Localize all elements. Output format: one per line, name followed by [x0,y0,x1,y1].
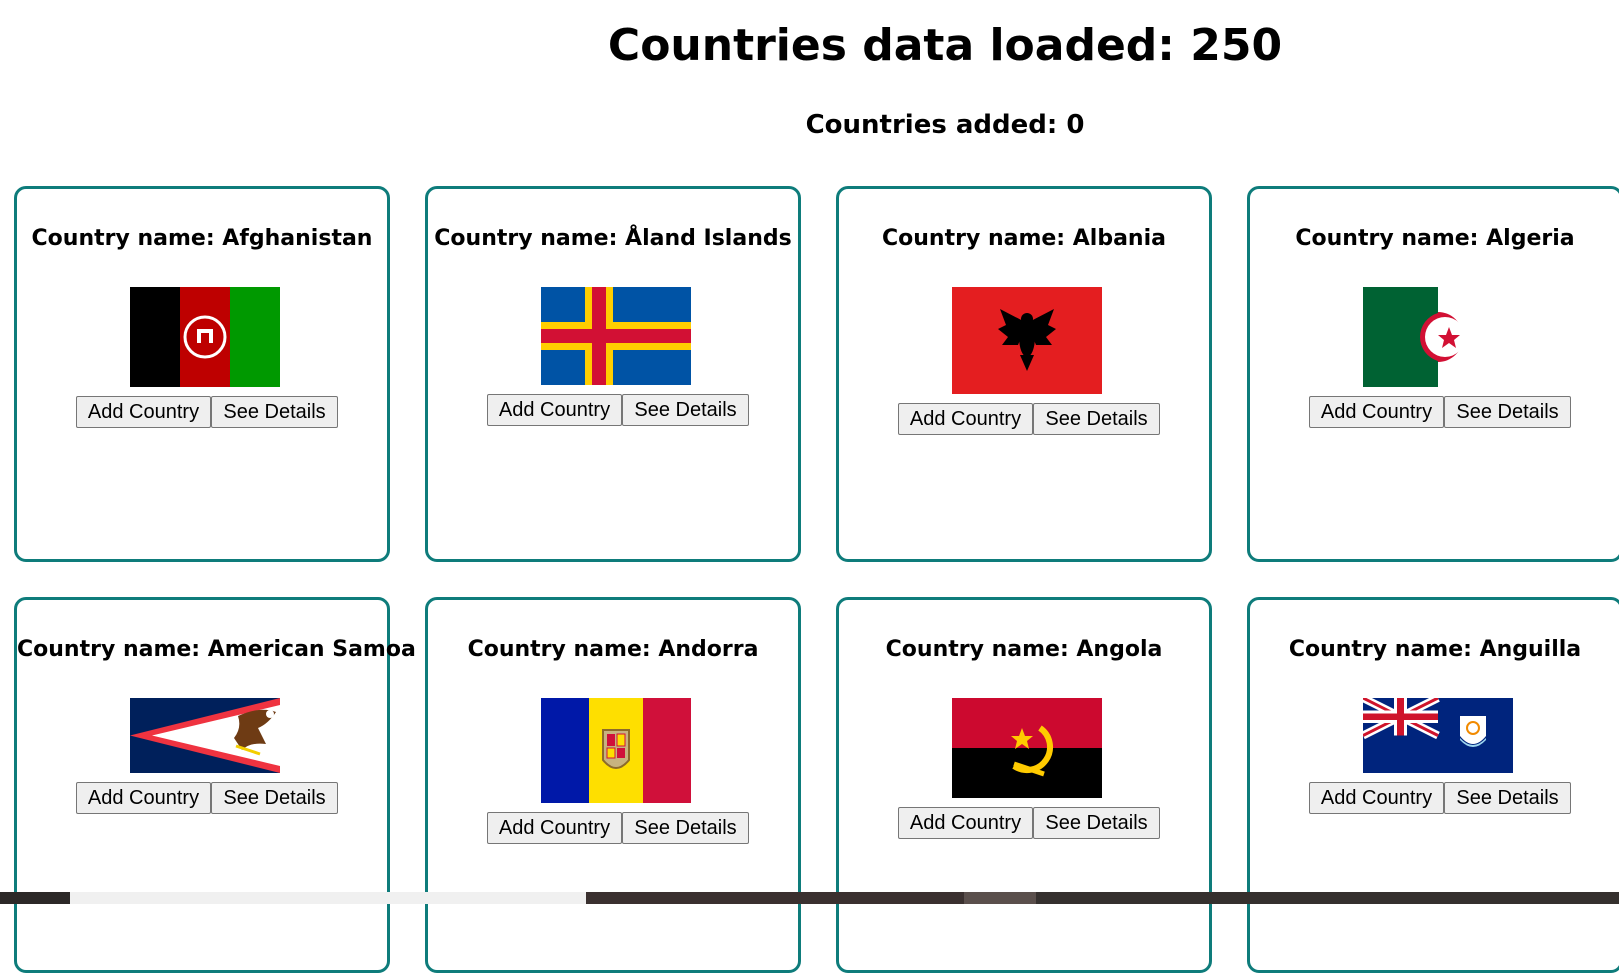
country-name: Country name: American Samoa [17,637,416,662]
add-country-button[interactable]: Add Country [487,812,622,844]
see-details-button[interactable]: See Details [1033,403,1160,435]
country-name: Country name: Anguilla [1288,637,1582,662]
country-name: Country name: Afghanistan [31,226,373,251]
country-name: Country name: Angola [885,637,1163,662]
country-name: Country name: Albania [882,226,1166,251]
card-actions: Add Country See Details [487,394,749,426]
card-actions: Add Country See Details [898,807,1160,839]
see-details-button[interactable]: See Details [1444,396,1571,428]
taskbar-window-tab[interactable] [1036,892,1619,904]
country-card: Country name: Afghanistan Add Country Se… [14,186,390,562]
country-name: Country name: Åland Islands [434,226,792,251]
add-country-button[interactable]: Add Country [76,782,211,814]
card-actions: Add Country See Details [898,403,1160,435]
taskbar-window-tab[interactable] [586,892,964,904]
country-card: Country name: American Samoa Add Country… [14,597,416,973]
taskbar [0,892,1619,904]
country-card: Country name: Andorra Add Country See De… [425,597,801,973]
card-actions: Add Country See Details [76,782,338,814]
anguilla-flag [1363,698,1513,773]
card-actions: Add Country See Details [487,812,749,844]
country-card: Country name: Åland Islands Add Country … [425,186,801,562]
countries-added-count: Countries added: 0 [805,110,1085,140]
page-title: Countries data loaded: 250 [607,20,1283,71]
country-card: Country name: Angola Add Country See Det… [836,597,1212,973]
country-card: Country name: Albania Add Country See De… [836,186,1212,562]
american-samoa-flag [130,698,280,773]
taskbar-window-tab[interactable] [70,892,586,904]
country-name: Country name: Andorra [467,637,759,662]
card-actions: Add Country See Details [1309,782,1571,814]
angola-flag [952,698,1102,798]
see-details-button[interactable]: See Details [622,812,749,844]
afghanistan-flag [130,287,280,387]
aland-islands-flag [541,287,691,385]
see-details-button[interactable]: See Details [211,782,338,814]
algeria-flag [1363,287,1513,387]
albania-flag [952,287,1102,394]
see-details-button[interactable]: See Details [1033,807,1160,839]
taskbar-window-tab[interactable] [964,892,1036,904]
add-country-button[interactable]: Add Country [487,394,622,426]
country-card: Country name: Algeria Add Country See De… [1247,186,1619,562]
country-card: Country name: Anguilla Add Country See D… [1247,597,1619,973]
see-details-button[interactable]: See Details [211,396,338,428]
card-actions: Add Country See Details [1309,396,1571,428]
add-country-button[interactable]: Add Country [898,403,1033,435]
card-actions: Add Country See Details [76,396,338,428]
add-country-button[interactable]: Add Country [1309,782,1444,814]
add-country-button[interactable]: Add Country [1309,396,1444,428]
add-country-button[interactable]: Add Country [76,396,211,428]
see-details-button[interactable]: See Details [622,394,749,426]
country-name: Country name: Algeria [1295,226,1575,251]
see-details-button[interactable]: See Details [1444,782,1571,814]
add-country-button[interactable]: Add Country [898,807,1033,839]
andorra-flag [541,698,691,803]
